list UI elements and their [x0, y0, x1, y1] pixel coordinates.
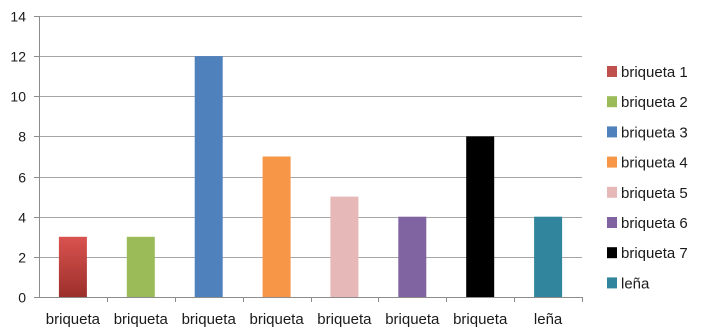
- legend-swatch: [607, 217, 617, 228]
- legend-entry: briqueta 2: [621, 94, 688, 111]
- x-tick-label: leña: [534, 311, 563, 328]
- legend-entry: briqueta 6: [621, 215, 688, 232]
- legend-entry: briqueta 5: [621, 185, 688, 202]
- bar: [194, 56, 223, 297]
- bar: [466, 136, 495, 297]
- legend-swatch: [607, 186, 617, 198]
- legend-entry: briqueta 7: [621, 245, 688, 262]
- x-tick-label: briqueta: [46, 311, 101, 328]
- legend-swatch: [607, 66, 617, 77]
- legend-entry: briqueta 4: [621, 155, 688, 172]
- bar: [398, 216, 427, 297]
- x-tick-label: briqueta: [182, 311, 237, 328]
- y-tick-label: 12: [10, 49, 26, 65]
- bar: [262, 156, 291, 297]
- gridlines: [39, 16, 582, 258]
- y-tick-label: 8: [18, 129, 26, 145]
- x-tick-label: briqueta: [317, 311, 372, 328]
- legend-swatch: [607, 247, 617, 259]
- y-tick-label: 0: [18, 290, 26, 306]
- y-tick-label: 2: [18, 250, 26, 266]
- bar: [126, 236, 155, 297]
- legend: briqueta 1 briqueta 2 briqueta 3 briqueta 4…: [607, 64, 688, 292]
- x-tick-label: briqueta: [385, 311, 440, 328]
- bars: [58, 56, 563, 297]
- legend-entry: leña: [621, 275, 650, 292]
- x-tick-label: briqueta: [249, 311, 304, 328]
- x-tick-label: briqueta: [453, 311, 508, 328]
- legend-entry: briqueta 3: [621, 124, 688, 141]
- bar: [330, 196, 359, 297]
- legend-entry: briqueta 1: [621, 64, 688, 81]
- legend-swatch: [607, 96, 617, 108]
- bar: [58, 236, 87, 297]
- x-tick-label: briqueta: [114, 311, 169, 328]
- y-tick-label: 6: [18, 170, 26, 186]
- legend-swatch: [607, 126, 617, 138]
- axes: 0 2 4 6 8 10 12 14 briqueta briqueta briqueta briqu…: [10, 9, 583, 328]
- legend-swatch: [607, 277, 617, 289]
- y-tick-label: 14: [10, 9, 26, 25]
- bar: [534, 216, 563, 297]
- y-tick-label: 4: [18, 210, 26, 226]
- y-tick-label: 10: [10, 89, 26, 105]
- legend-swatch: [607, 156, 617, 168]
